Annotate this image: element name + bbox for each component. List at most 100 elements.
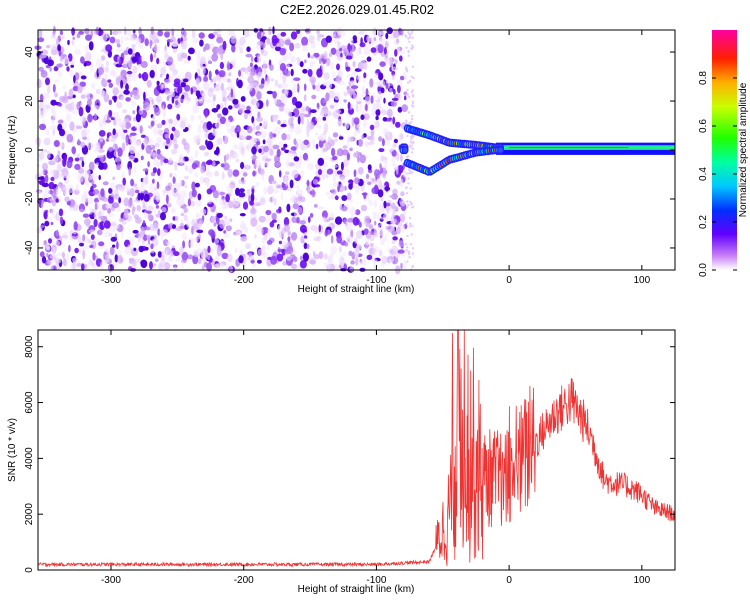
heatmap-cell [147, 205, 154, 212]
heatmap-cell [292, 83, 298, 92]
heatmap-cell [299, 259, 307, 269]
heatmap-cell [227, 84, 231, 92]
heatmap-cell [173, 266, 177, 272]
heatmap-cell [356, 48, 360, 57]
heatmap-cell [265, 99, 269, 107]
heatmap-cell [377, 30, 382, 38]
heatmap-cell [274, 197, 277, 206]
heatmap-cell [280, 191, 284, 201]
heatmap-cell [381, 138, 385, 147]
heatmap-cell [127, 74, 132, 78]
heatmap-cell [377, 189, 384, 198]
heatmap-cell [332, 70, 336, 80]
heatmap-cell [216, 104, 221, 110]
heatmap-cell [230, 88, 234, 98]
heatmap-cell [212, 130, 219, 137]
heatmap-cell [242, 201, 249, 210]
heatmap-cell [123, 129, 128, 133]
heatmap-cell [328, 212, 335, 220]
heatmap-cell [375, 99, 381, 103]
heatmap-cell [112, 176, 116, 181]
heatmap-cell [407, 54, 410, 57]
heatmap-cell [343, 168, 350, 177]
heatmap-cell [391, 74, 395, 81]
heatmap-cell [304, 28, 310, 33]
heatmap-cell [204, 109, 208, 118]
heatmap-cell [317, 157, 325, 166]
heatmap-cell [381, 203, 385, 212]
heatmap-cell [156, 148, 161, 155]
heatmap-cell [245, 53, 253, 58]
heatmap-cell [171, 41, 179, 47]
heatmap-cell [102, 32, 108, 42]
heatmap-cell [290, 68, 294, 77]
heatmap-cell [121, 133, 126, 141]
heatmap-cell [279, 70, 283, 79]
heatmap-cell [255, 196, 259, 200]
heatmap-cell [180, 82, 186, 88]
heatmap-cell [115, 63, 123, 68]
x-tick-label: 100 [633, 275, 650, 286]
heatmap-cell [286, 187, 292, 192]
heatmap-cell [129, 236, 134, 245]
heatmap-cell [388, 254, 395, 264]
x-tick-label: -200 [234, 575, 254, 586]
heatmap-cell [223, 233, 230, 239]
heatmap-cell [91, 208, 97, 214]
x-tick-label: -100 [366, 275, 386, 286]
heatmap-cell [303, 139, 310, 146]
heatmap-cell [161, 206, 167, 213]
heatmap-cell [75, 235, 79, 240]
heatmap-cell [95, 58, 102, 68]
heatmap-cell [406, 134, 409, 138]
heatmap-cell [43, 137, 51, 146]
heatmap-cell [157, 210, 161, 216]
heatmap-cell [92, 189, 100, 195]
heatmap-cell [302, 252, 309, 262]
heatmap-cell [394, 49, 398, 57]
heatmap-cell [342, 252, 346, 257]
heatmap-cell [334, 195, 339, 201]
heatmap-cell [164, 133, 169, 139]
heatmap-cell [111, 202, 119, 209]
heatmap-cell [395, 152, 400, 162]
heatmap-cell [205, 171, 213, 178]
heatmap-cell [90, 82, 96, 90]
heatmap-cell [206, 262, 213, 272]
heatmap-cell [231, 44, 236, 53]
heatmap-cell [294, 163, 302, 169]
heatmap-cell [392, 116, 396, 125]
heatmap-cell [324, 50, 328, 60]
heatmap-cell [207, 245, 211, 253]
colorbar: 0.0 0.2 0.4 0.6 0.8 Normalized spectral ampl… [698, 30, 749, 277]
heatmap-cell [286, 52, 292, 59]
heatmap-cell [407, 172, 411, 175]
colorbar-gradient [712, 30, 737, 270]
heatmap-cell [197, 193, 202, 201]
heatmap-cell [100, 55, 106, 61]
heatmap-cell [391, 230, 398, 236]
heatmap-cell [378, 136, 383, 142]
heatmap-cell [173, 129, 180, 139]
heatmap-cell [229, 180, 236, 189]
heatmap-cell [318, 251, 324, 260]
heatmap-cell [316, 33, 321, 42]
heatmap-cell [361, 86, 366, 93]
heatmap-cell [82, 234, 86, 242]
heatmap-cell [331, 147, 336, 157]
heatmap-cell [219, 116, 226, 125]
heatmap-cell [216, 212, 223, 218]
heatmap-cell [406, 246, 409, 249]
heatmap-cell [128, 155, 135, 161]
heatmap-cell [328, 52, 333, 58]
heatmap-cell [213, 222, 217, 227]
heatmap-cell [162, 105, 165, 114]
heatmap-cell [409, 35, 412, 39]
heatmap-cell [288, 162, 295, 167]
heatmap-cell [293, 138, 297, 145]
heatmap-cell [97, 67, 105, 75]
heatmap-cell [53, 246, 56, 256]
heatmap-cell [41, 256, 47, 264]
heatmap-cell [200, 165, 206, 174]
heatmap-cell [250, 217, 258, 227]
